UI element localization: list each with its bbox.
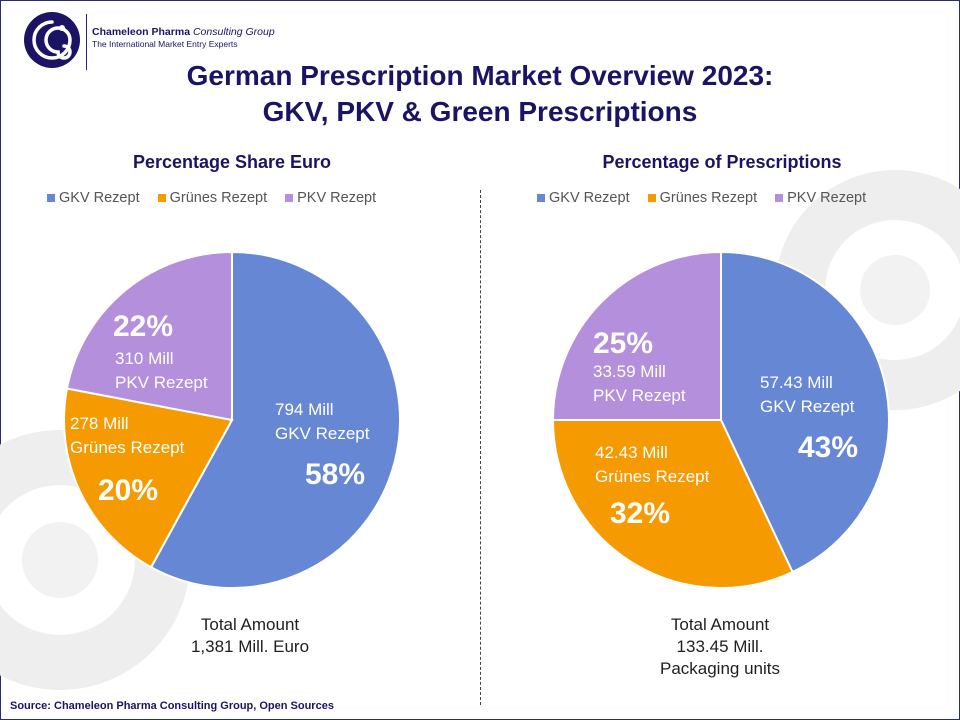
company-name-bold: Chameleon Pharma xyxy=(92,26,191,38)
legend-item-gruenes: Grünes Rezept xyxy=(157,190,268,206)
company-name-italic: Consulting Group xyxy=(192,26,275,38)
legend-swatch-pkv xyxy=(775,194,784,202)
slice-value-label-pkv: 33.59 Mill xyxy=(593,362,666,381)
total-prescriptions-line1: Total Amount xyxy=(670,615,770,634)
source-note: Source: Chameleon Pharma Consulting Grou… xyxy=(10,700,334,712)
chart-title-euro: Percentage Share Euro xyxy=(132,152,332,172)
header-divider xyxy=(86,14,87,70)
chart-title-prescriptions: Percentage of Prescriptions xyxy=(602,152,842,172)
company-name: Chameleon Pharma Consulting Group xyxy=(92,26,275,38)
legend-label-gruenes: Grünes Rezept xyxy=(169,190,268,206)
legend-swatch-gkv xyxy=(537,194,545,202)
total-euro-line1: Total Amount xyxy=(200,615,300,634)
pie-slice-gkv xyxy=(720,250,890,574)
legend-item-pkv: PKV Rezept xyxy=(775,190,866,206)
legend-item-pkv: PKV Rezept xyxy=(285,190,376,206)
slide-title: German Prescription Market Overview 2023… xyxy=(0,58,960,130)
legend-swatch-gruenes xyxy=(647,194,656,202)
legend-swatch-pkv xyxy=(285,194,294,202)
total-euro-line2: 1,381 Mill. Euro xyxy=(190,637,310,656)
legend-label-pkv: PKV Rezept xyxy=(297,190,377,206)
legend-label-gkv: GKV Rezept xyxy=(549,190,630,206)
slice-percent-label-gruenes: 32% xyxy=(610,497,670,530)
pie-slice-gruenes xyxy=(551,419,794,589)
slice-name-label-gruenes: Grünes Rezept xyxy=(595,467,710,486)
legend-swatch-gruenes xyxy=(157,194,166,202)
total-prescriptions-line2: 133.45 Mill. xyxy=(676,637,764,656)
legend-item-gruenes: Grünes Rezept xyxy=(647,190,758,206)
company-tagline: The International Market Entry Experts xyxy=(92,39,238,49)
slice-percent-label-pkv: 22% xyxy=(113,310,173,343)
slice-percent-label-gkv: 58% xyxy=(305,458,365,491)
slice-name-label-pkv: PKV Rezept xyxy=(593,386,686,405)
total-prescriptions-line3: Packaging units xyxy=(659,659,781,678)
legend-item-gkv: GKV Rezept xyxy=(537,190,630,206)
pie-slice-gruenes xyxy=(63,387,234,569)
chart-divider xyxy=(480,190,481,705)
total-euro: Total Amount 1,381 Mill. Euro xyxy=(150,614,350,658)
legend-label-pkv: PKV Rezept xyxy=(787,190,867,206)
slice-value-label-gkv: 794 Mill xyxy=(275,400,334,419)
pie-slice-pkv xyxy=(551,250,722,421)
slice-name-label-gkv: GKV Rezept xyxy=(760,397,855,416)
legend-label-gruenes: Grünes Rezept xyxy=(659,190,758,206)
legend-swatch-gkv xyxy=(47,194,55,202)
pie-slice-gkv xyxy=(149,250,401,589)
chameleon-logo-icon xyxy=(24,12,80,68)
slice-value-label-gruenes: 42.43 Mill xyxy=(595,443,668,462)
pie-slice-pkv xyxy=(65,250,233,422)
slice-value-label-pkv: 310 Mill xyxy=(115,349,174,368)
legend-item-gkv: GKV Rezept xyxy=(47,190,140,206)
slice-name-label-pkv: PKV Rezept xyxy=(115,373,208,392)
slide-title-line2: GKV, PKV & Green Prescriptions xyxy=(262,96,698,127)
slice-percent-label-gkv: 43% xyxy=(798,431,858,464)
slice-value-label-gkv: 57.43 Mill xyxy=(760,373,833,392)
slide-title-line1: German Prescription Market Overview 2023… xyxy=(186,60,774,91)
legend-euro: GKV Rezept Grünes Rezept PKV Rezept xyxy=(47,190,376,206)
slice-value-label-gruenes: 278 Mill xyxy=(70,414,129,433)
slice-percent-label-gruenes: 20% xyxy=(98,474,158,507)
legend-label-gkv: GKV Rezept xyxy=(59,190,140,206)
slice-percent-label-pkv: 25% xyxy=(593,327,653,360)
slice-name-label-gruenes: Grünes Rezept xyxy=(70,438,185,457)
total-prescriptions: Total Amount 133.45 Mill. Packaging unit… xyxy=(620,614,820,680)
slice-name-label-gkv: GKV Rezept xyxy=(275,424,370,443)
legend-prescriptions: GKV Rezept Grünes Rezept PKV Rezept xyxy=(537,190,866,206)
